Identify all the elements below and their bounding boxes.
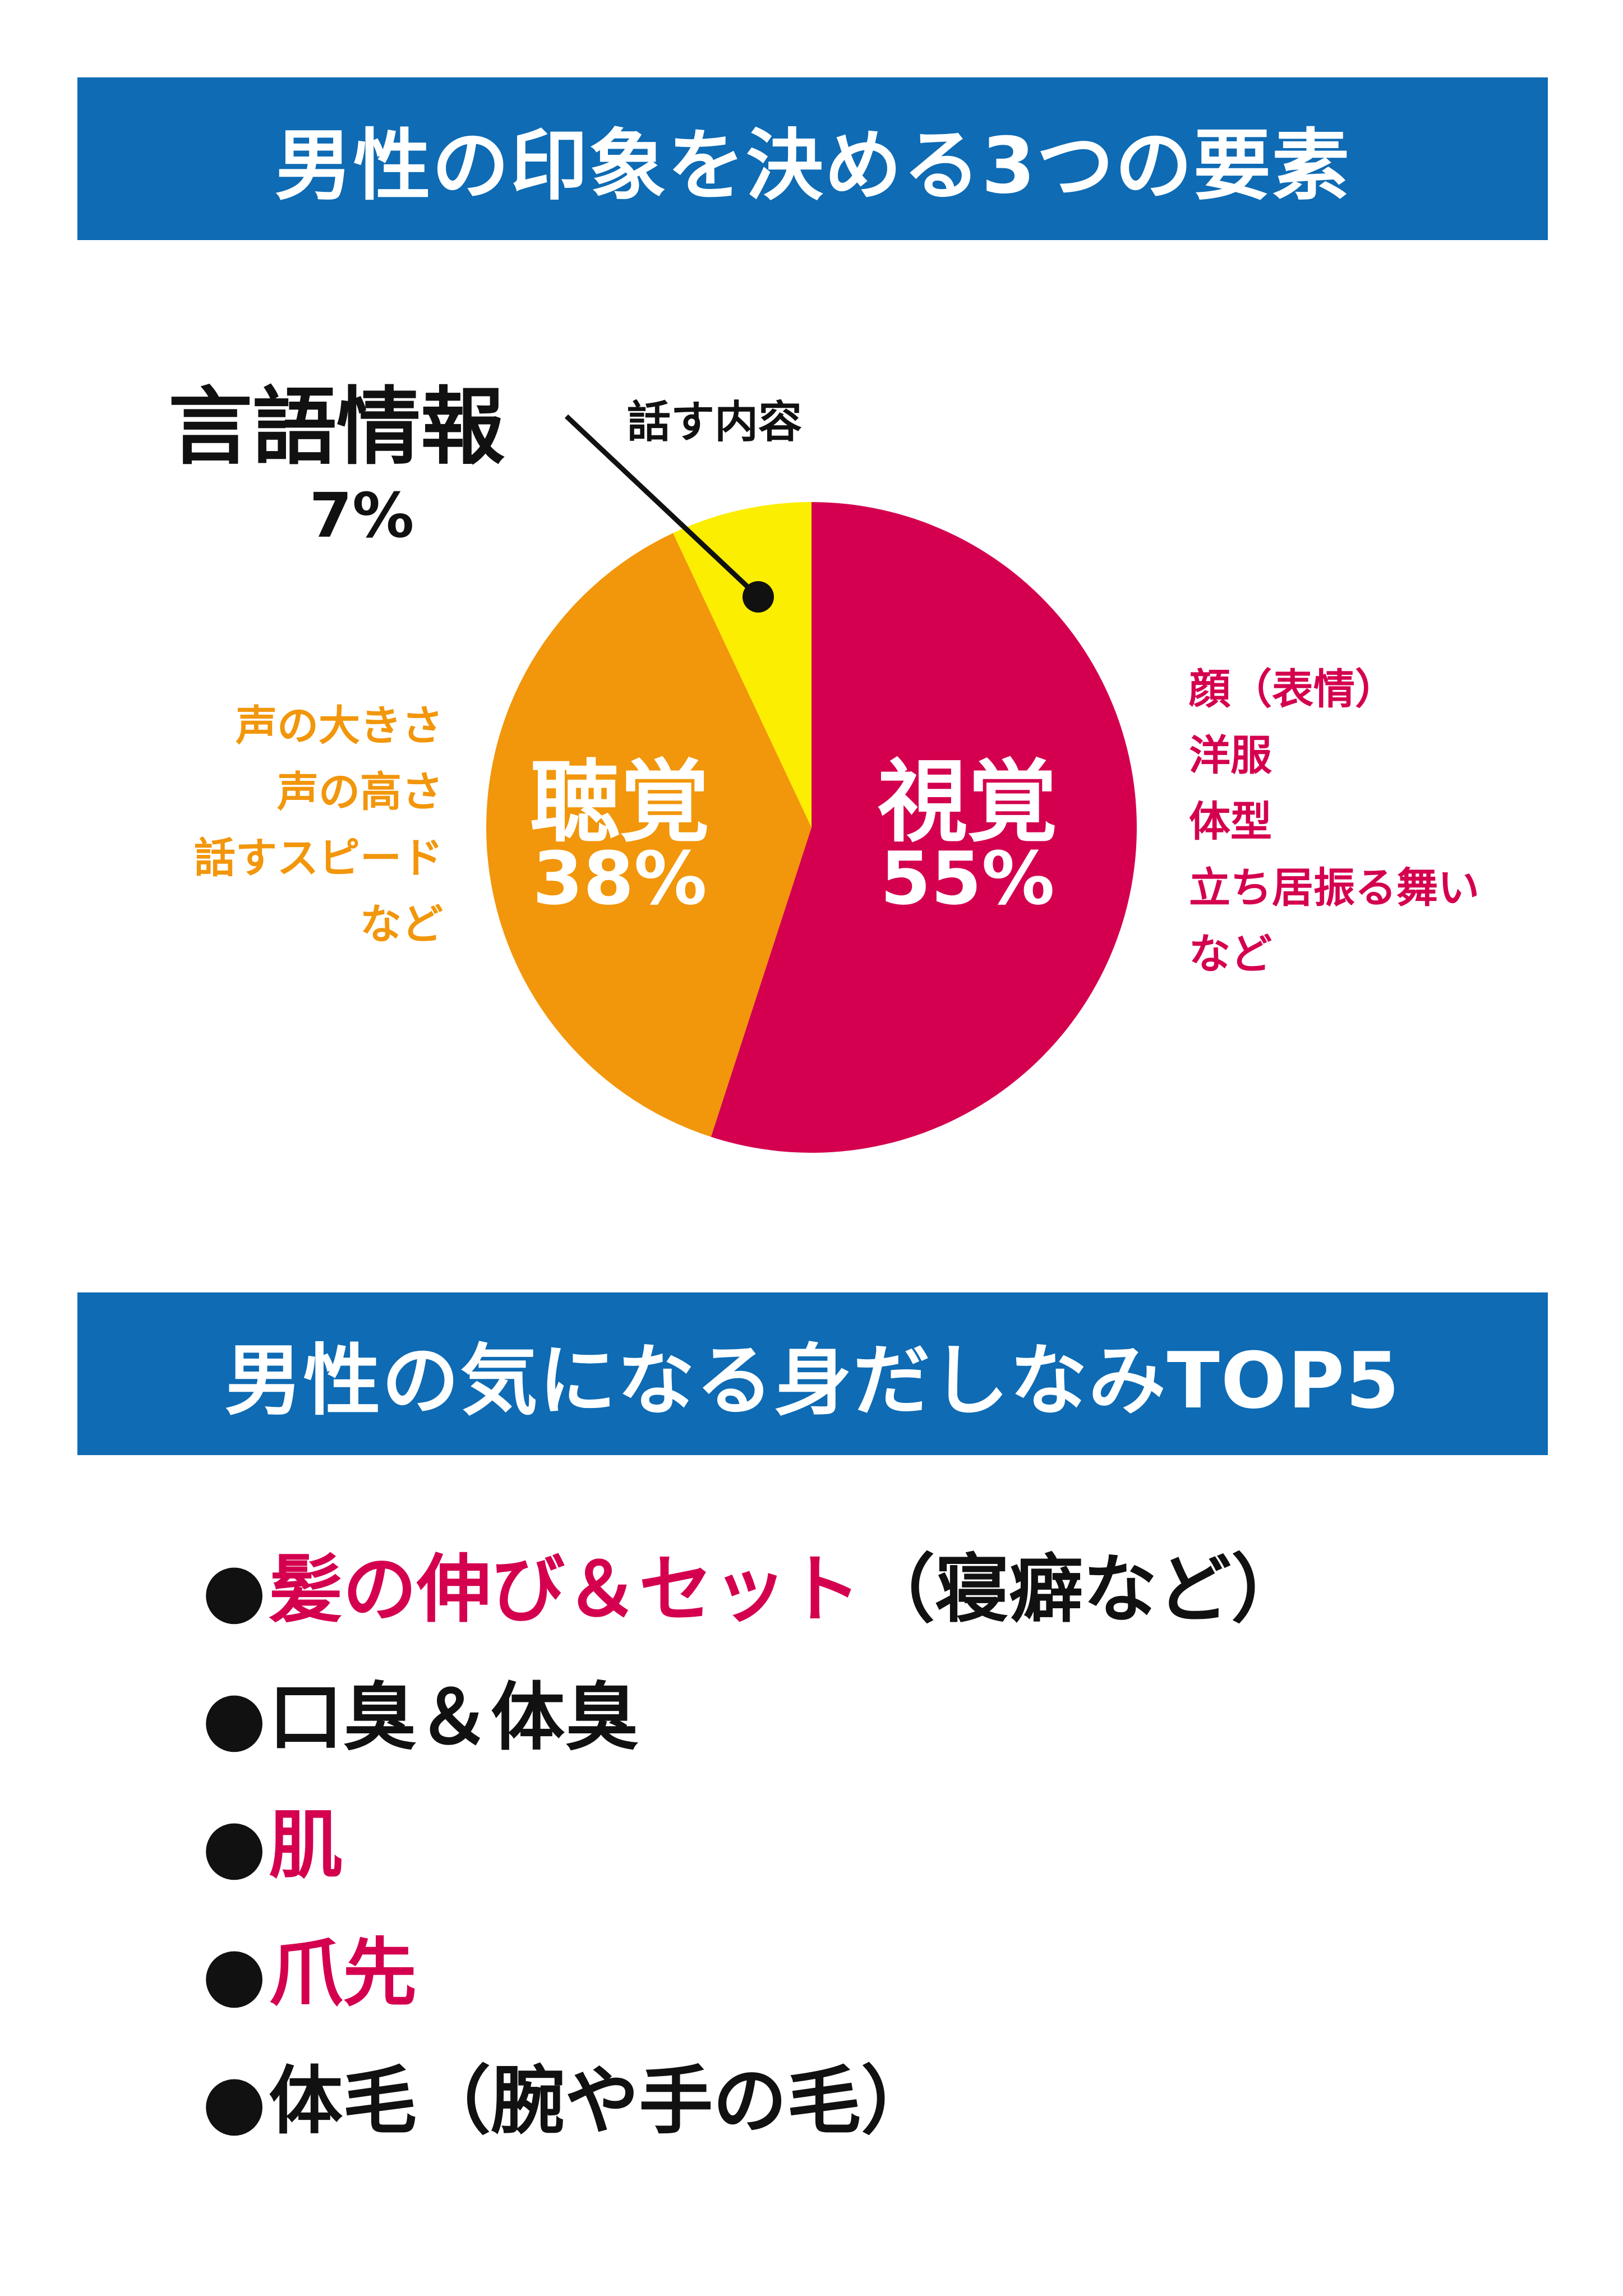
top5-item-main: 口臭＆体臭 bbox=[269, 1674, 639, 1761]
slice-label-auditory: 聴覚 bbox=[529, 749, 709, 854]
slice-label-verbal: 言語情報 bbox=[168, 379, 505, 476]
slice-label-visual: 視覚 bbox=[877, 749, 1057, 854]
top5-item-note: （寝癖など） bbox=[861, 1547, 1306, 1633]
pie-slice-verbal bbox=[673, 502, 811, 827]
pie-slice-auditory bbox=[486, 533, 811, 1137]
bullet-icon: ● bbox=[202, 1674, 267, 1761]
visual-detail-item: 洋服 bbox=[1189, 731, 1272, 780]
visual-detail-list: 顔（表情） 洋服 体型 立ち居振る舞い など bbox=[1189, 656, 1479, 987]
auditory-detail-item: 声の高さ bbox=[277, 768, 443, 816]
slice-percent-auditory: 38% bbox=[532, 836, 707, 921]
top5-list: ●髪の伸び＆セット（寝癖など） ●口臭＆体臭 ●肌 ●爪先 ●体毛（腕や手の毛） bbox=[202, 1526, 1305, 2165]
section-title-banner: 男性の印象を決める3つの要素 bbox=[77, 77, 1548, 240]
verbal-detail: 話す内容 bbox=[627, 397, 803, 448]
top5-item: ●口臭＆体臭 bbox=[202, 1654, 1305, 1782]
auditory-detail-item: 声の大きさ bbox=[236, 702, 443, 750]
verbal-leader-line bbox=[564, 414, 759, 598]
top5-item-main: 体毛（腕や手の毛） bbox=[269, 2058, 935, 2145]
bullet-icon: ● bbox=[202, 2058, 267, 2145]
visual-detail-item: 顔（表情） bbox=[1189, 665, 1396, 714]
auditory-detail-list: 声の大きさ 声の高さ 話すスピード など bbox=[163, 693, 443, 958]
visual-detail-item: 体型 bbox=[1189, 798, 1272, 846]
top5-item-main: 肌 bbox=[269, 1802, 343, 1889]
slice-percent-visual: 55% bbox=[880, 836, 1055, 921]
top5-item: ●肌 bbox=[202, 1782, 1305, 1910]
bullet-icon: ● bbox=[202, 1802, 267, 1889]
section-title: 男性の気になる身だしなみTOP5 bbox=[224, 1336, 1401, 1426]
bullet-icon: ● bbox=[202, 1930, 267, 2017]
bullet-icon: ● bbox=[202, 1547, 267, 1633]
top5-item: ●体毛（腕や手の毛） bbox=[202, 2037, 1305, 2165]
visual-detail-item: など bbox=[1189, 930, 1272, 978]
auditory-detail-item: 話すスピード bbox=[194, 834, 443, 882]
top5-item: ●髪の伸び＆セット（寝癖など） bbox=[202, 1526, 1305, 1654]
section-title-banner: 男性の気になる身だしなみTOP5 bbox=[77, 1292, 1548, 1455]
section-title: 男性の印象を決める3つの要素 bbox=[274, 121, 1351, 211]
top5-item-main: 爪先 bbox=[269, 1930, 417, 2017]
verbal-leader-dot bbox=[743, 581, 774, 613]
pie-slice-visual bbox=[711, 502, 1137, 1153]
top5-item-main: 髪の伸び＆セット bbox=[269, 1547, 861, 1633]
slice-percent-verbal: 7% bbox=[309, 480, 414, 551]
pie-chart bbox=[486, 414, 1137, 1153]
visual-detail-item: 立ち居振る舞い bbox=[1189, 864, 1479, 912]
auditory-detail-item: など bbox=[360, 900, 443, 949]
top5-item: ●爪先 bbox=[202, 1910, 1305, 2037]
